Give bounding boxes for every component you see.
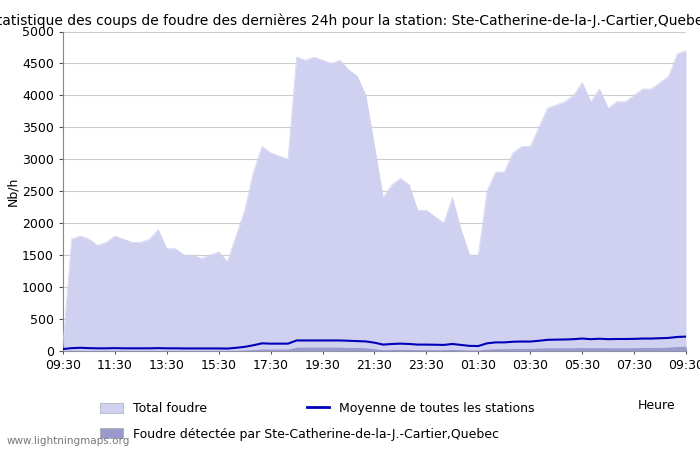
Text: Heure: Heure	[638, 399, 676, 412]
Text: www.lightningmaps.org: www.lightningmaps.org	[7, 436, 130, 446]
Y-axis label: Nb/h: Nb/h	[6, 176, 19, 206]
Legend: Foudre détectée par Ste-Catherine-de-la-J.-Cartier,Quebec: Foudre détectée par Ste-Catherine-de-la-…	[100, 428, 499, 441]
Text: Statistique des coups de foudre des dernières 24h pour la station: Ste-Catherine: Statistique des coups de foudre des dern…	[0, 14, 700, 28]
